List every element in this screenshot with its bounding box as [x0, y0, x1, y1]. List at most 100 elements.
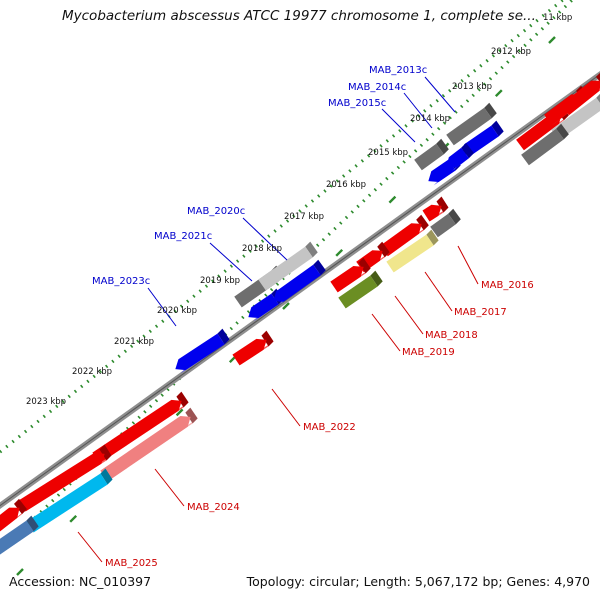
- label-leader: [242, 217, 288, 261]
- gene-label-forward[interactable]: MAB_2015c: [328, 98, 386, 109]
- gene-label-reverse[interactable]: MAB_2024: [187, 502, 240, 513]
- label-leader: [154, 468, 185, 507]
- feature-side-face: [595, 72, 600, 82]
- gene-feature[interactable]: [338, 270, 383, 309]
- label-leader: [424, 76, 456, 113]
- feature-front-face: [380, 223, 422, 257]
- gene-feature[interactable]: [100, 407, 198, 482]
- gene-feature[interactable]: [461, 120, 504, 159]
- feature-front-face: [414, 143, 444, 171]
- gene-label-reverse[interactable]: MAB_2018: [425, 330, 478, 341]
- feature-front-face: [100, 416, 191, 482]
- feature-side-face: [99, 444, 112, 461]
- feature-side-face: [596, 93, 600, 103]
- map-title: Mycobacterium abscessus ATCC 19977 chrom…: [62, 8, 536, 24]
- gene-feature[interactable]: [380, 214, 429, 257]
- gene-feature[interactable]: [446, 142, 474, 172]
- feature-front-face: [422, 204, 442, 222]
- major-tick: [282, 302, 290, 310]
- kbp-label: 2021 kbp: [114, 337, 154, 347]
- gene-feature[interactable]: [0, 498, 28, 532]
- major-tick: [388, 195, 397, 204]
- label-leader: [457, 245, 479, 285]
- major-tick: [548, 36, 556, 44]
- gene-feature[interactable]: [430, 208, 461, 238]
- major-tick: [69, 514, 78, 523]
- label-leader: [147, 287, 177, 327]
- feature-front-face: [430, 213, 456, 238]
- gene-feature[interactable]: [422, 196, 449, 222]
- feature-front-face: [0, 520, 34, 555]
- gene-feature[interactable]: [92, 391, 189, 464]
- feature-side-face: [100, 468, 113, 485]
- label-leader: [271, 388, 301, 427]
- feature-front-face: [258, 246, 313, 291]
- feature-side-face: [26, 515, 39, 532]
- gene-feature[interactable]: [0, 515, 39, 556]
- kbp-label: 2016 kbp: [326, 180, 366, 190]
- feature-side-face: [185, 407, 198, 424]
- feature-side-face: [305, 241, 318, 258]
- gene-label-reverse[interactable]: MAB_2022: [303, 422, 356, 433]
- feature-side-face: [13, 498, 28, 515]
- gene-label-forward[interactable]: MAB_2021c: [154, 231, 212, 242]
- gene-label-reverse[interactable]: MAB_2019: [402, 347, 455, 358]
- kbp-label: 2012 kbp: [491, 47, 531, 57]
- feature-side-face: [261, 330, 274, 347]
- feature-front-face: [338, 275, 378, 309]
- gene-feature[interactable]: [446, 102, 497, 146]
- kbp-label: 2015 kbp: [368, 148, 408, 158]
- feature-side-face: [313, 259, 326, 276]
- kbp-label: 2017 kbp: [284, 212, 324, 222]
- gene-label-forward[interactable]: MAB_2013c: [369, 65, 427, 76]
- feature-front-face: [330, 265, 364, 293]
- feature-side-face: [436, 196, 449, 213]
- gene-features: [0, 72, 600, 555]
- feature-side-face: [556, 123, 569, 140]
- feature-side-face: [377, 241, 390, 258]
- feature-side-face: [436, 138, 449, 155]
- gene-feature[interactable]: [26, 468, 113, 533]
- gene-label-reverse[interactable]: MAB_2025: [105, 558, 158, 569]
- topology-text: Topology: circular; Length: 5,067,172 bp…: [246, 574, 590, 589]
- gene-feature[interactable]: [330, 257, 371, 293]
- feature-front-face: [0, 507, 20, 532]
- gene-feature[interactable]: [258, 241, 318, 291]
- kbp-label: 2019 kbp: [200, 276, 240, 286]
- feature-front-face: [273, 264, 321, 302]
- kbp-label: 2018 kbp: [242, 244, 282, 254]
- feature-front-face: [521, 128, 564, 166]
- feature-side-face: [484, 102, 497, 119]
- gene-feature[interactable]: [560, 72, 600, 116]
- tick-track: [0, 0, 575, 554]
- feature-front-face: [560, 80, 600, 116]
- gene-labels: MAB_2013c MAB_2014c MAB_2015c MAB_2020c MAB_…: [92, 65, 534, 569]
- kbp-label: 2020 kbp: [157, 306, 197, 316]
- label-leader: [77, 531, 103, 563]
- gene-label-reverse[interactable]: MAB_2017: [454, 307, 507, 318]
- gene-feature[interactable]: [232, 330, 274, 366]
- feature-front-face: [446, 147, 469, 168]
- feature-side-face: [448, 208, 461, 225]
- gene-label-reverse[interactable]: MAB_2016: [481, 280, 534, 291]
- feature-front-face: [248, 293, 279, 319]
- gene-feature[interactable]: [386, 229, 439, 273]
- kbp-label: 11 kbp: [543, 13, 572, 23]
- gene-feature[interactable]: [18, 444, 112, 512]
- gene-label-forward[interactable]: MAB_2023c: [92, 276, 150, 287]
- gene-feature[interactable]: [273, 259, 326, 306]
- gene-feature[interactable]: [414, 138, 449, 171]
- kbp-label: 2013 kbp: [452, 82, 492, 92]
- gene-label-forward[interactable]: MAB_2014c: [348, 82, 406, 93]
- label-leaders: [77, 76, 479, 563]
- gene-feature[interactable]: [175, 328, 230, 374]
- major-tick: [16, 568, 24, 576]
- tick-track: [0, 0, 566, 454]
- gene-feature[interactable]: [521, 123, 569, 166]
- gene-label-forward[interactable]: MAB_2020c: [187, 206, 245, 217]
- feature-front-face: [386, 234, 434, 273]
- feature-side-face: [358, 257, 371, 274]
